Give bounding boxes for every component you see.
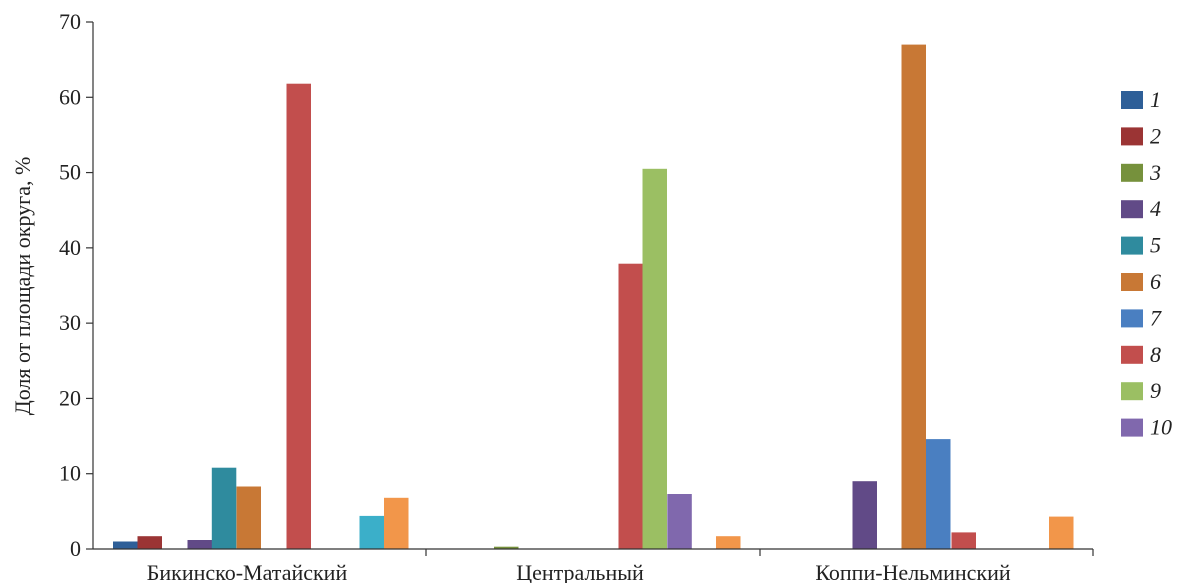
legend-label-3: 3 <box>1149 160 1161 185</box>
bar-series-11-cat-1 <box>359 515 384 549</box>
bar-series-1-cat-1 <box>113 541 138 549</box>
legend-swatch-9 <box>1121 382 1143 401</box>
legend-label-10: 10 <box>1150 415 1172 440</box>
legend-label-9: 9 <box>1150 378 1161 403</box>
y-tick-label: 50 <box>59 160 81 185</box>
y-tick-label: 0 <box>70 536 81 561</box>
bar-series-8-cat-1 <box>286 83 311 549</box>
bar-series-4-cat-1 <box>187 540 212 549</box>
bar-series-3-cat-2 <box>494 546 519 549</box>
bar-series-6-cat-1 <box>236 486 261 549</box>
y-tick-label: 20 <box>59 385 81 410</box>
legend-swatch-5 <box>1121 236 1143 255</box>
x-category-label: Коппи-Нельминский <box>815 560 1011 583</box>
bar-series-12-cat-3 <box>1049 516 1074 549</box>
bar-series-12-cat-2 <box>716 536 741 549</box>
y-axis-label: Доля от площади округа, % <box>10 157 35 416</box>
legend-label-5: 5 <box>1150 233 1161 258</box>
y-tick-label: 10 <box>59 461 81 486</box>
y-tick-label: 30 <box>59 310 81 335</box>
legend-swatch-7 <box>1121 309 1143 328</box>
axes-layer <box>92 22 1093 550</box>
legend-label-4: 4 <box>1150 196 1161 221</box>
bar-series-9-cat-2 <box>642 168 667 550</box>
bar-series-5-cat-1 <box>211 467 237 549</box>
legend: 1 2 3 4 5 6 7 8 9 10 <box>1121 87 1172 440</box>
legend-label-1: 1 <box>1150 87 1161 112</box>
bar-series-2-cat-1 <box>137 536 162 549</box>
bar-series-12-cat-1 <box>384 497 409 549</box>
bar-series-7-cat-3 <box>926 439 951 549</box>
y-tick-label: 40 <box>59 235 81 260</box>
bar-series-10-cat-2 <box>667 494 692 549</box>
bar-series-4-cat-3 <box>852 481 877 549</box>
x-category-label: Центральный <box>516 560 644 583</box>
y-tick-label: 70 <box>59 9 81 34</box>
legend-label-6: 6 <box>1150 269 1161 294</box>
bar-series-8-cat-2 <box>618 263 643 549</box>
y-ticks: 0 10 20 30 40 50 60 70 <box>59 9 93 561</box>
legend-swatch-3 <box>1121 163 1143 182</box>
x-category-label: Бикинско-Матайский <box>147 560 348 583</box>
x-ticks: Бикинско-Матайский Центральный Коппи-Нельм… <box>147 549 1094 583</box>
bar-series-8-cat-3 <box>951 532 976 549</box>
y-tick-label: 60 <box>59 84 81 109</box>
bar-series-6-cat-3 <box>901 44 926 549</box>
legend-label-8: 8 <box>1150 342 1161 367</box>
legend-label-7: 7 <box>1150 305 1162 330</box>
legend-label-2: 2 <box>1150 123 1161 148</box>
bars-layer <box>113 44 1074 550</box>
legend-swatch-8 <box>1121 345 1143 364</box>
legend-swatch-6 <box>1121 273 1143 291</box>
legend-swatch-2 <box>1121 127 1143 146</box>
legend-swatch-1 <box>1121 91 1143 109</box>
legend-swatch-4 <box>1121 200 1143 219</box>
legend-swatch-10 <box>1121 418 1143 437</box>
